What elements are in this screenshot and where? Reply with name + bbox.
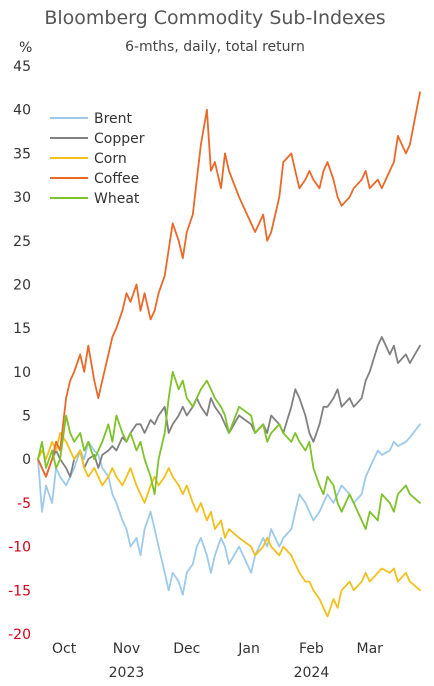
x-year-label: 2023 xyxy=(109,665,145,681)
y-tick-label: -15 xyxy=(8,583,31,599)
legend-label-brent: Brent xyxy=(94,111,133,127)
series-line-wheat xyxy=(37,370,421,530)
y-tick-label: -10 xyxy=(8,540,31,556)
y-axis-unit-label: % xyxy=(19,40,32,56)
x-tick-label: Dec xyxy=(173,641,200,657)
y-tick-label: 35 xyxy=(13,146,31,162)
legend: Brent Copper Corn Coffee Wheat xyxy=(50,111,145,207)
x-tick-label: Mar xyxy=(357,641,384,657)
series-line-brent xyxy=(37,423,421,596)
y-tick-label: -20 xyxy=(8,627,31,643)
series-line-copper xyxy=(37,336,421,478)
chart-subtitle: 6-mths, daily, total return xyxy=(125,39,305,55)
series-lines xyxy=(37,91,421,618)
legend-label-corn: Corn xyxy=(94,151,127,167)
x-axis: Oct Nov Dec Jan Feb Mar 2023 2024 xyxy=(52,641,383,681)
series-line-coffee xyxy=(37,91,421,478)
x-tick-label: Feb xyxy=(299,641,324,657)
y-tick-label: 20 xyxy=(13,277,31,293)
y-tick-label: 30 xyxy=(13,190,31,206)
x-year-label: 2024 xyxy=(294,665,330,681)
y-tick-label: -5 xyxy=(17,496,31,512)
x-tick-label: Oct xyxy=(52,641,77,657)
x-tick-label: Jan xyxy=(237,641,260,657)
legend-label-wheat: Wheat xyxy=(94,191,140,207)
legend-label-copper: Copper xyxy=(94,131,145,147)
y-tick-label: 15 xyxy=(13,321,31,337)
y-tick-label: 10 xyxy=(13,365,31,381)
y-axis: -20 -15 -10 -5 0 5 10 15 20 25 30 35 40 45 xyxy=(8,59,31,643)
y-tick-label: 25 xyxy=(13,234,31,250)
y-tick-label: 45 xyxy=(13,59,31,75)
y-tick-label: 5 xyxy=(22,409,31,425)
legend-label-coffee: Coffee xyxy=(94,171,139,187)
series-line-corn xyxy=(37,432,421,618)
y-tick-label: 40 xyxy=(13,103,31,119)
x-tick-label: Nov xyxy=(113,641,140,657)
chart-title: Bloomberg Commodity Sub-Indexes xyxy=(44,7,385,29)
y-tick-label: 0 xyxy=(22,452,31,468)
